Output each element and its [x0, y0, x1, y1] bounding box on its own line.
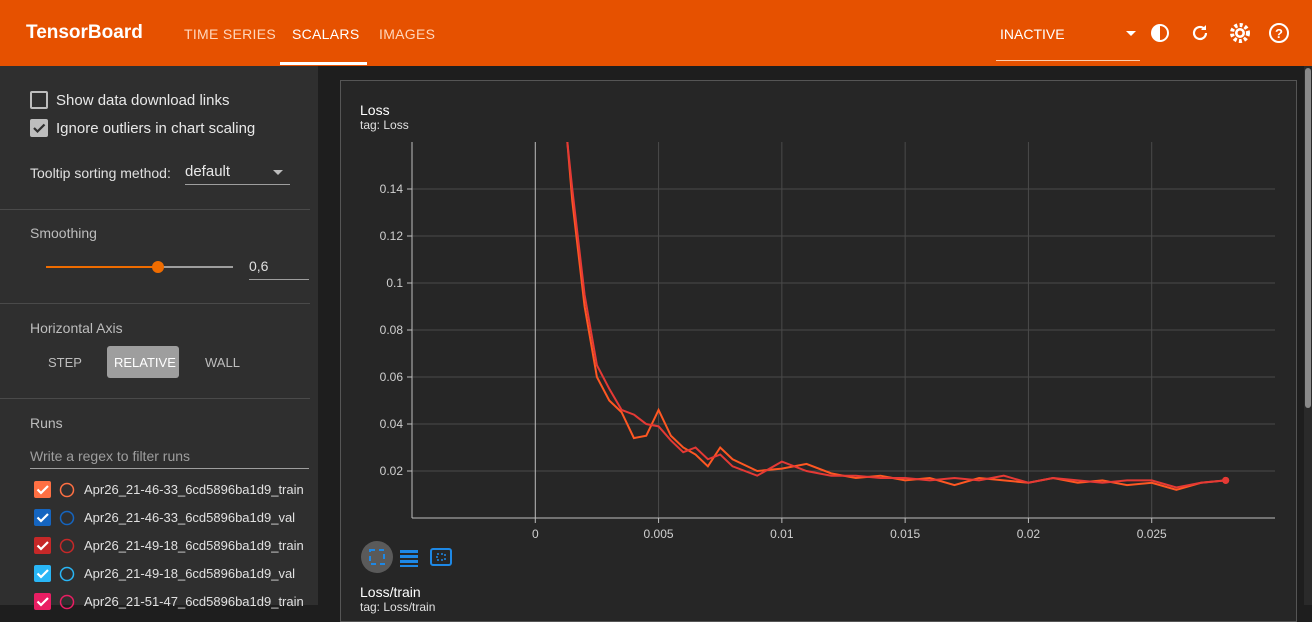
y-tick-label: 0.06 — [380, 370, 404, 384]
run-checkbox — [34, 509, 51, 526]
run-toggle[interactable] — [33, 564, 77, 584]
run-color — [59, 538, 75, 554]
y-tick-label: 0.12 — [380, 229, 404, 243]
checkmark — [36, 569, 49, 579]
log-scale-button[interactable] — [400, 550, 418, 567]
series-line — [566, 142, 1226, 489]
run-name: Apr26_21-49-18_6cd5896ba1d9_val — [84, 566, 296, 581]
header-icons: ? — [1126, 23, 1289, 43]
fit-domain-button[interactable] — [361, 541, 393, 573]
smoothing-input[interactable]: 0,6 — [249, 258, 269, 274]
run-name: Apr26_21-46-33_6cd5896ba1d9_train — [84, 482, 304, 497]
x-tick-label: 0.02 — [1017, 527, 1041, 541]
card-title: Loss — [360, 102, 390, 118]
axis-option[interactable]: WALL — [205, 355, 240, 370]
card-title: Loss/train — [360, 584, 421, 600]
x-tick-label: 0.025 — [1137, 527, 1167, 541]
section-label: Horizontal Axis — [30, 320, 123, 336]
expand-button[interactable] — [430, 548, 452, 566]
app-title: TensorBoard — [26, 22, 143, 43]
checkmark — [36, 541, 49, 551]
run-checkbox — [34, 481, 51, 498]
x-tick-label: 0 — [532, 527, 539, 541]
runs-filter[interactable]: Write a regex to filter runs — [30, 448, 191, 464]
status-select[interactable]: INACTIVE — [1000, 26, 1065, 42]
select-underline — [996, 60, 1140, 61]
run-toggle[interactable] — [33, 480, 77, 500]
tab-indicator — [280, 62, 367, 65]
axis-option[interactable]: RELATIVE — [114, 355, 176, 370]
tooltip-label: Tooltip sorting method: — [30, 165, 171, 181]
run-name: Apr26_21-46-33_6cd5896ba1d9_val — [84, 510, 296, 525]
y-tick-label: 0.08 — [380, 323, 404, 337]
checkbox-checked[interactable] — [30, 119, 48, 137]
axis-option[interactable]: STEP — [48, 355, 82, 370]
header: TensorBoard TIME SERIES SCALARS IMAGES I… — [0, 0, 1312, 66]
slider-thumb[interactable] — [152, 261, 164, 273]
option-label: Ignore outliers in chart scaling — [56, 120, 256, 137]
y-tick-label: 0.04 — [380, 417, 404, 431]
run-name: Apr26_21-49-18_6cd5896ba1d9_train — [84, 538, 304, 553]
end-point — [1222, 476, 1230, 484]
chart-card: Loss tag: Loss 0.02 0.04 0.06 0.08 0.1 0.12 0.… — [340, 80, 1297, 622]
tab[interactable]: SCALARS — [292, 26, 360, 42]
run-toggle[interactable] — [33, 592, 77, 612]
run-color — [59, 594, 75, 610]
filter-underline — [30, 468, 309, 469]
card-tag: tag: Loss/train — [360, 600, 436, 614]
run-color — [59, 482, 75, 498]
y-tick-label: 0.02 — [380, 464, 404, 478]
separator — [0, 303, 310, 304]
checkmark — [36, 485, 49, 495]
chart-toolbar — [361, 541, 452, 573]
sidebar: Show data download links Ignore outliers… — [0, 66, 318, 610]
runs-list: Apr26_21-46-33_6cd5896ba1d9_train Apr26_2… — [0, 478, 318, 610]
run-name: Apr26_21-51-47_6cd5896ba1d9_train — [84, 594, 304, 609]
run-toggle[interactable] — [33, 508, 77, 528]
checkbox[interactable] — [30, 91, 48, 109]
separator — [0, 398, 310, 399]
x-tick-label: 0.01 — [770, 527, 794, 541]
axis-option-selected-bg — [107, 346, 179, 378]
tab[interactable]: IMAGES — [379, 26, 436, 42]
chart: 0.02 0.04 0.06 0.08 0.1 0.12 0.14 0 0.005 0.01 0.0… — [380, 142, 1275, 541]
settings-button[interactable] — [1230, 23, 1250, 43]
y-tick-label: 0.14 — [380, 182, 404, 196]
run-color — [59, 566, 75, 582]
run-checkbox — [34, 537, 51, 554]
reload-button[interactable] — [1192, 25, 1208, 41]
tooltip-select[interactable]: default — [185, 163, 231, 180]
run-checkbox — [34, 565, 51, 582]
run-color — [59, 510, 75, 526]
select-underline — [185, 184, 290, 185]
option-label: Show data download links — [56, 92, 230, 109]
scrollbar-thumb[interactable] — [1305, 68, 1311, 408]
x-tick-label: 0.005 — [644, 527, 674, 541]
card-tag: tag: Loss — [360, 118, 409, 132]
series-line — [566, 142, 1226, 491]
help-button[interactable]: ? — [1269, 23, 1289, 43]
run-toggle[interactable] — [33, 536, 77, 556]
svg-text:?: ? — [1275, 26, 1283, 41]
x-tick-label: 0.015 — [890, 527, 920, 541]
slider-track — [158, 266, 233, 268]
checkmark — [36, 513, 49, 523]
input-underline — [249, 279, 309, 280]
dropdown-arrow[interactable] — [1126, 31, 1136, 36]
run-checkbox — [34, 593, 51, 610]
tab[interactable]: TIME SERIES — [184, 26, 276, 42]
section-label: Runs — [30, 415, 63, 431]
theme-button[interactable] — [1151, 24, 1169, 42]
select-arrow — [273, 170, 283, 175]
slider-fill — [46, 266, 158, 268]
section-label: Smoothing — [30, 225, 97, 241]
separator — [0, 209, 310, 210]
y-tick-label: 0.1 — [386, 276, 403, 290]
